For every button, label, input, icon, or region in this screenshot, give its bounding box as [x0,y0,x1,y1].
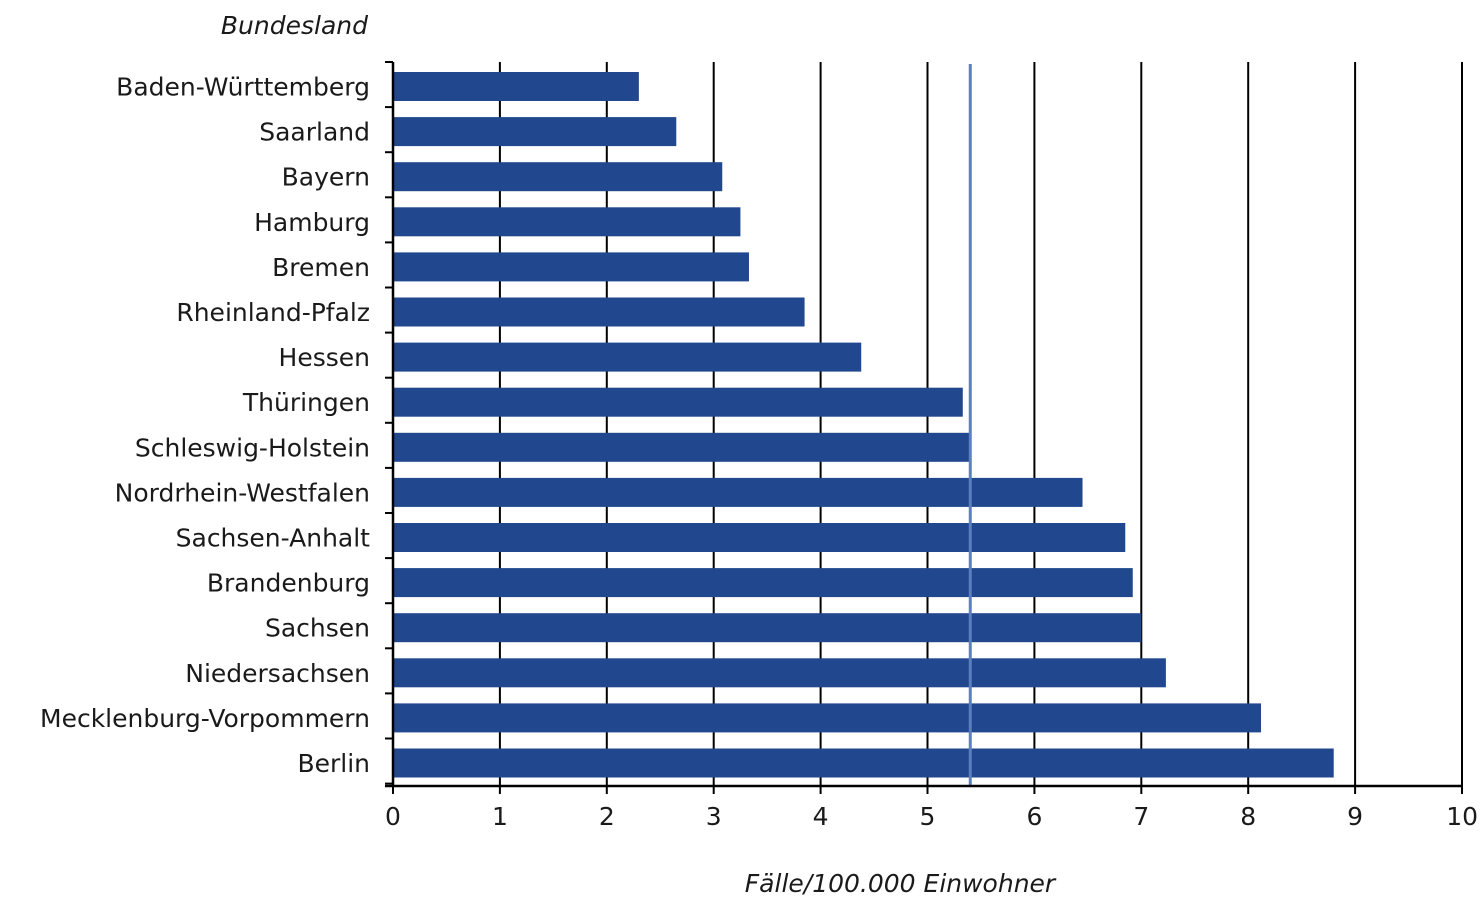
category-label: Brandenburg [207,569,370,598]
category-label: Hessen [279,343,370,372]
x-tick-label: 4 [813,802,829,831]
bar [393,162,723,192]
category-label: Hamburg [254,208,370,237]
x-tick-label: 1 [492,802,508,831]
x-tick-label: 8 [1240,802,1256,831]
x-tick-label: 9 [1347,802,1363,831]
category-label: Niedersachsen [185,659,370,688]
category-label: Sachsen [265,614,370,643]
category-label: Rheinland-Pfalz [176,298,370,327]
bar [393,117,677,147]
x-tick-label: 2 [599,802,615,831]
bar [393,477,1083,507]
bar [393,207,741,237]
category-label: Bremen [272,253,370,282]
bar [393,613,1142,643]
category-label: Mecklenburg-Vorpommern [40,704,370,733]
x-tick-label: 7 [1133,802,1149,831]
y-axis-title: Bundesland [221,11,368,40]
bar [393,387,963,417]
x-tick-label: 0 [385,802,401,831]
x-tick-labels: 0 1 2 3 4 5 6 7 8 9 10 [385,802,1478,831]
category-label: Bayern [282,163,370,192]
bar [393,568,1133,598]
bar [393,748,1334,778]
x-tick-label: 3 [706,802,722,831]
x-tick-label: 10 [1446,802,1478,831]
bar [393,342,862,372]
category-label: Saarland [259,118,370,147]
category-label: Thüringen [242,388,370,417]
bars [393,72,1334,778]
category-label: Schleswig-Holstein [135,433,370,462]
x-axis-title: Fälle/100.000 Einwohner [745,869,1057,898]
bar [393,297,805,327]
bar [393,658,1166,688]
category-labels: Baden-Württemberg Saarland Bayern Hamburg Br… [40,73,370,779]
bar [393,523,1126,552]
category-label: Baden-Württemberg [116,73,370,102]
bar [393,252,749,282]
category-label: Sachsen-Anhalt [176,524,371,553]
bar [393,72,639,101]
axes [385,61,1463,794]
bar [393,703,1262,733]
category-label: Berlin [297,749,370,778]
x-tick-label: 5 [920,802,936,831]
bar [393,432,971,462]
x-tick-label: 6 [1026,802,1042,831]
category-label: Nordrhein-Westfalen [115,478,370,507]
